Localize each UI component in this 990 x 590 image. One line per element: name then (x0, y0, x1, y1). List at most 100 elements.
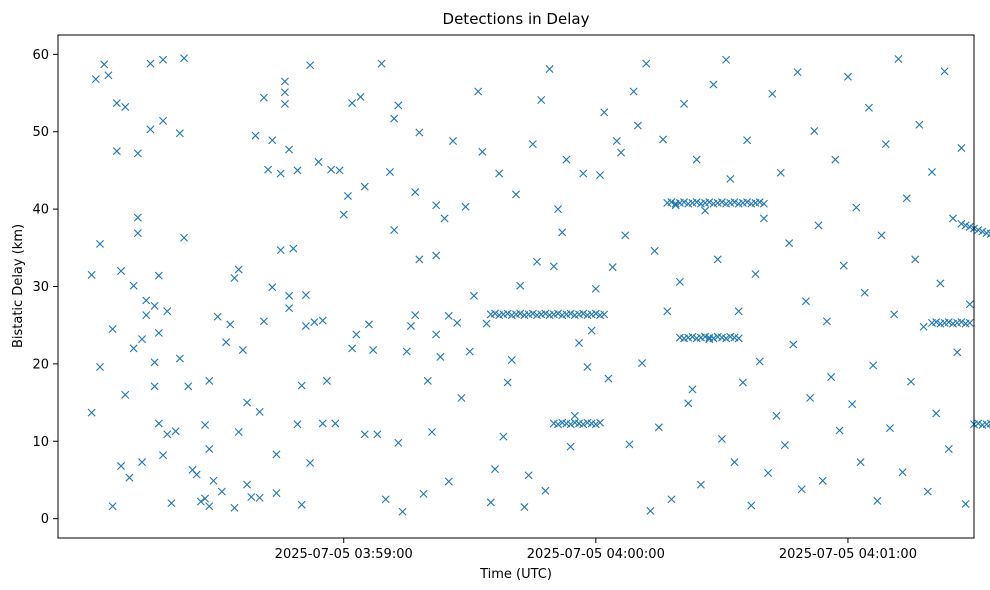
data-point-marker (331, 419, 340, 428)
data-point-marker (566, 420, 575, 429)
data-point-marker (701, 206, 710, 215)
data-point-marker (87, 408, 96, 417)
data-point-marker (91, 75, 100, 84)
data-point-marker (390, 226, 399, 234)
data-point-marker (201, 421, 210, 430)
data-point-marker (163, 430, 172, 439)
data-point-marker (894, 55, 903, 63)
data-point-marker (133, 149, 142, 158)
data-point-marker (743, 198, 752, 207)
data-point-marker (486, 498, 495, 507)
data-point-marker (780, 441, 789, 450)
data-point-marker (919, 322, 928, 331)
data-point-marker (419, 489, 428, 498)
data-point-marker (352, 330, 361, 339)
data-point-marker (612, 137, 621, 146)
data-point-marker (243, 398, 252, 407)
y-axis-label: Bistatic Delay (km) (11, 224, 26, 348)
data-point-marker (373, 430, 382, 439)
data-point-marker (411, 188, 420, 197)
data-point-marker (600, 108, 609, 117)
data-point-marker (247, 492, 256, 501)
data-point-marker (957, 219, 966, 228)
data-point-marker (667, 495, 676, 504)
data-point-marker (171, 427, 180, 436)
data-point-marker (268, 283, 277, 292)
data-point-marker (974, 419, 983, 428)
data-point-marker (856, 458, 865, 467)
data-point-marker (264, 165, 273, 174)
y-tick-label: 60 (32, 48, 49, 63)
data-point-marker (726, 174, 735, 183)
data-point-marker (528, 140, 537, 149)
data-point-marker (297, 381, 306, 390)
data-point-marker (873, 496, 882, 505)
data-point-marker (159, 116, 168, 125)
data-point-marker (734, 307, 743, 316)
data-point-marker (381, 495, 390, 504)
data-point-marker (146, 125, 155, 134)
data-point-marker (238, 345, 247, 354)
data-point-marker (516, 281, 525, 290)
data-point-marker (163, 307, 172, 316)
data-point-marker (764, 469, 773, 477)
data-point-marker (415, 128, 424, 137)
data-point-marker (255, 493, 264, 502)
data-point-marker (159, 451, 168, 460)
data-point-marker (705, 198, 714, 207)
data-point-marker (272, 489, 281, 498)
data-point-marker (953, 348, 962, 357)
data-point-marker (692, 198, 701, 207)
data-point-marker (209, 476, 218, 485)
data-point-marker (579, 420, 588, 429)
data-point-marker (175, 129, 184, 138)
x-axis-label: Time (UTC) (479, 567, 552, 582)
data-point-marker (949, 214, 957, 223)
data-point-marker (709, 334, 718, 343)
data-point-marker (541, 309, 550, 318)
data-point-marker (469, 291, 478, 300)
data-point-marker (310, 318, 319, 327)
data-point-marker (385, 167, 394, 176)
data-point-marker (608, 263, 617, 272)
data-point-marker (625, 440, 634, 449)
chart-title: Detections in Delay (443, 10, 590, 28)
data-point-marker (604, 374, 613, 383)
data-point-marker (423, 376, 432, 385)
data-point-marker (343, 191, 352, 200)
data-point-marker (377, 59, 386, 68)
data-point-marker (327, 165, 336, 174)
data-point-marker (398, 507, 407, 516)
data-point-marker (688, 332, 697, 341)
data-point-marker (432, 201, 441, 210)
data-point-marker (722, 334, 731, 343)
data-point-marker (524, 471, 533, 480)
plot-area (87, 54, 990, 516)
data-point-marker (957, 143, 966, 152)
data-point-marker (566, 309, 575, 318)
data-point-marker (864, 103, 873, 112)
data-point-marker (301, 291, 310, 300)
data-point-marker (465, 347, 474, 356)
data-point-marker (684, 399, 693, 408)
data-point-marker (108, 502, 117, 511)
data-point-marker (541, 486, 550, 495)
data-point-marker (877, 231, 886, 240)
data-point-marker (591, 309, 600, 318)
data-point-marker (394, 101, 403, 110)
data-point-marker (184, 382, 193, 391)
data-point-marker (234, 265, 243, 274)
data-point-marker (835, 426, 844, 435)
data-point-marker (978, 227, 987, 236)
data-point-marker (297, 500, 306, 509)
data-point-marker (986, 229, 990, 238)
data-point-marker (268, 136, 277, 145)
data-point-marker (138, 335, 147, 344)
data-point-marker (722, 55, 731, 64)
data-point-marker (596, 171, 605, 180)
data-point-marker (843, 72, 852, 81)
data-point-marker (663, 307, 672, 316)
data-point-marker (285, 304, 294, 313)
